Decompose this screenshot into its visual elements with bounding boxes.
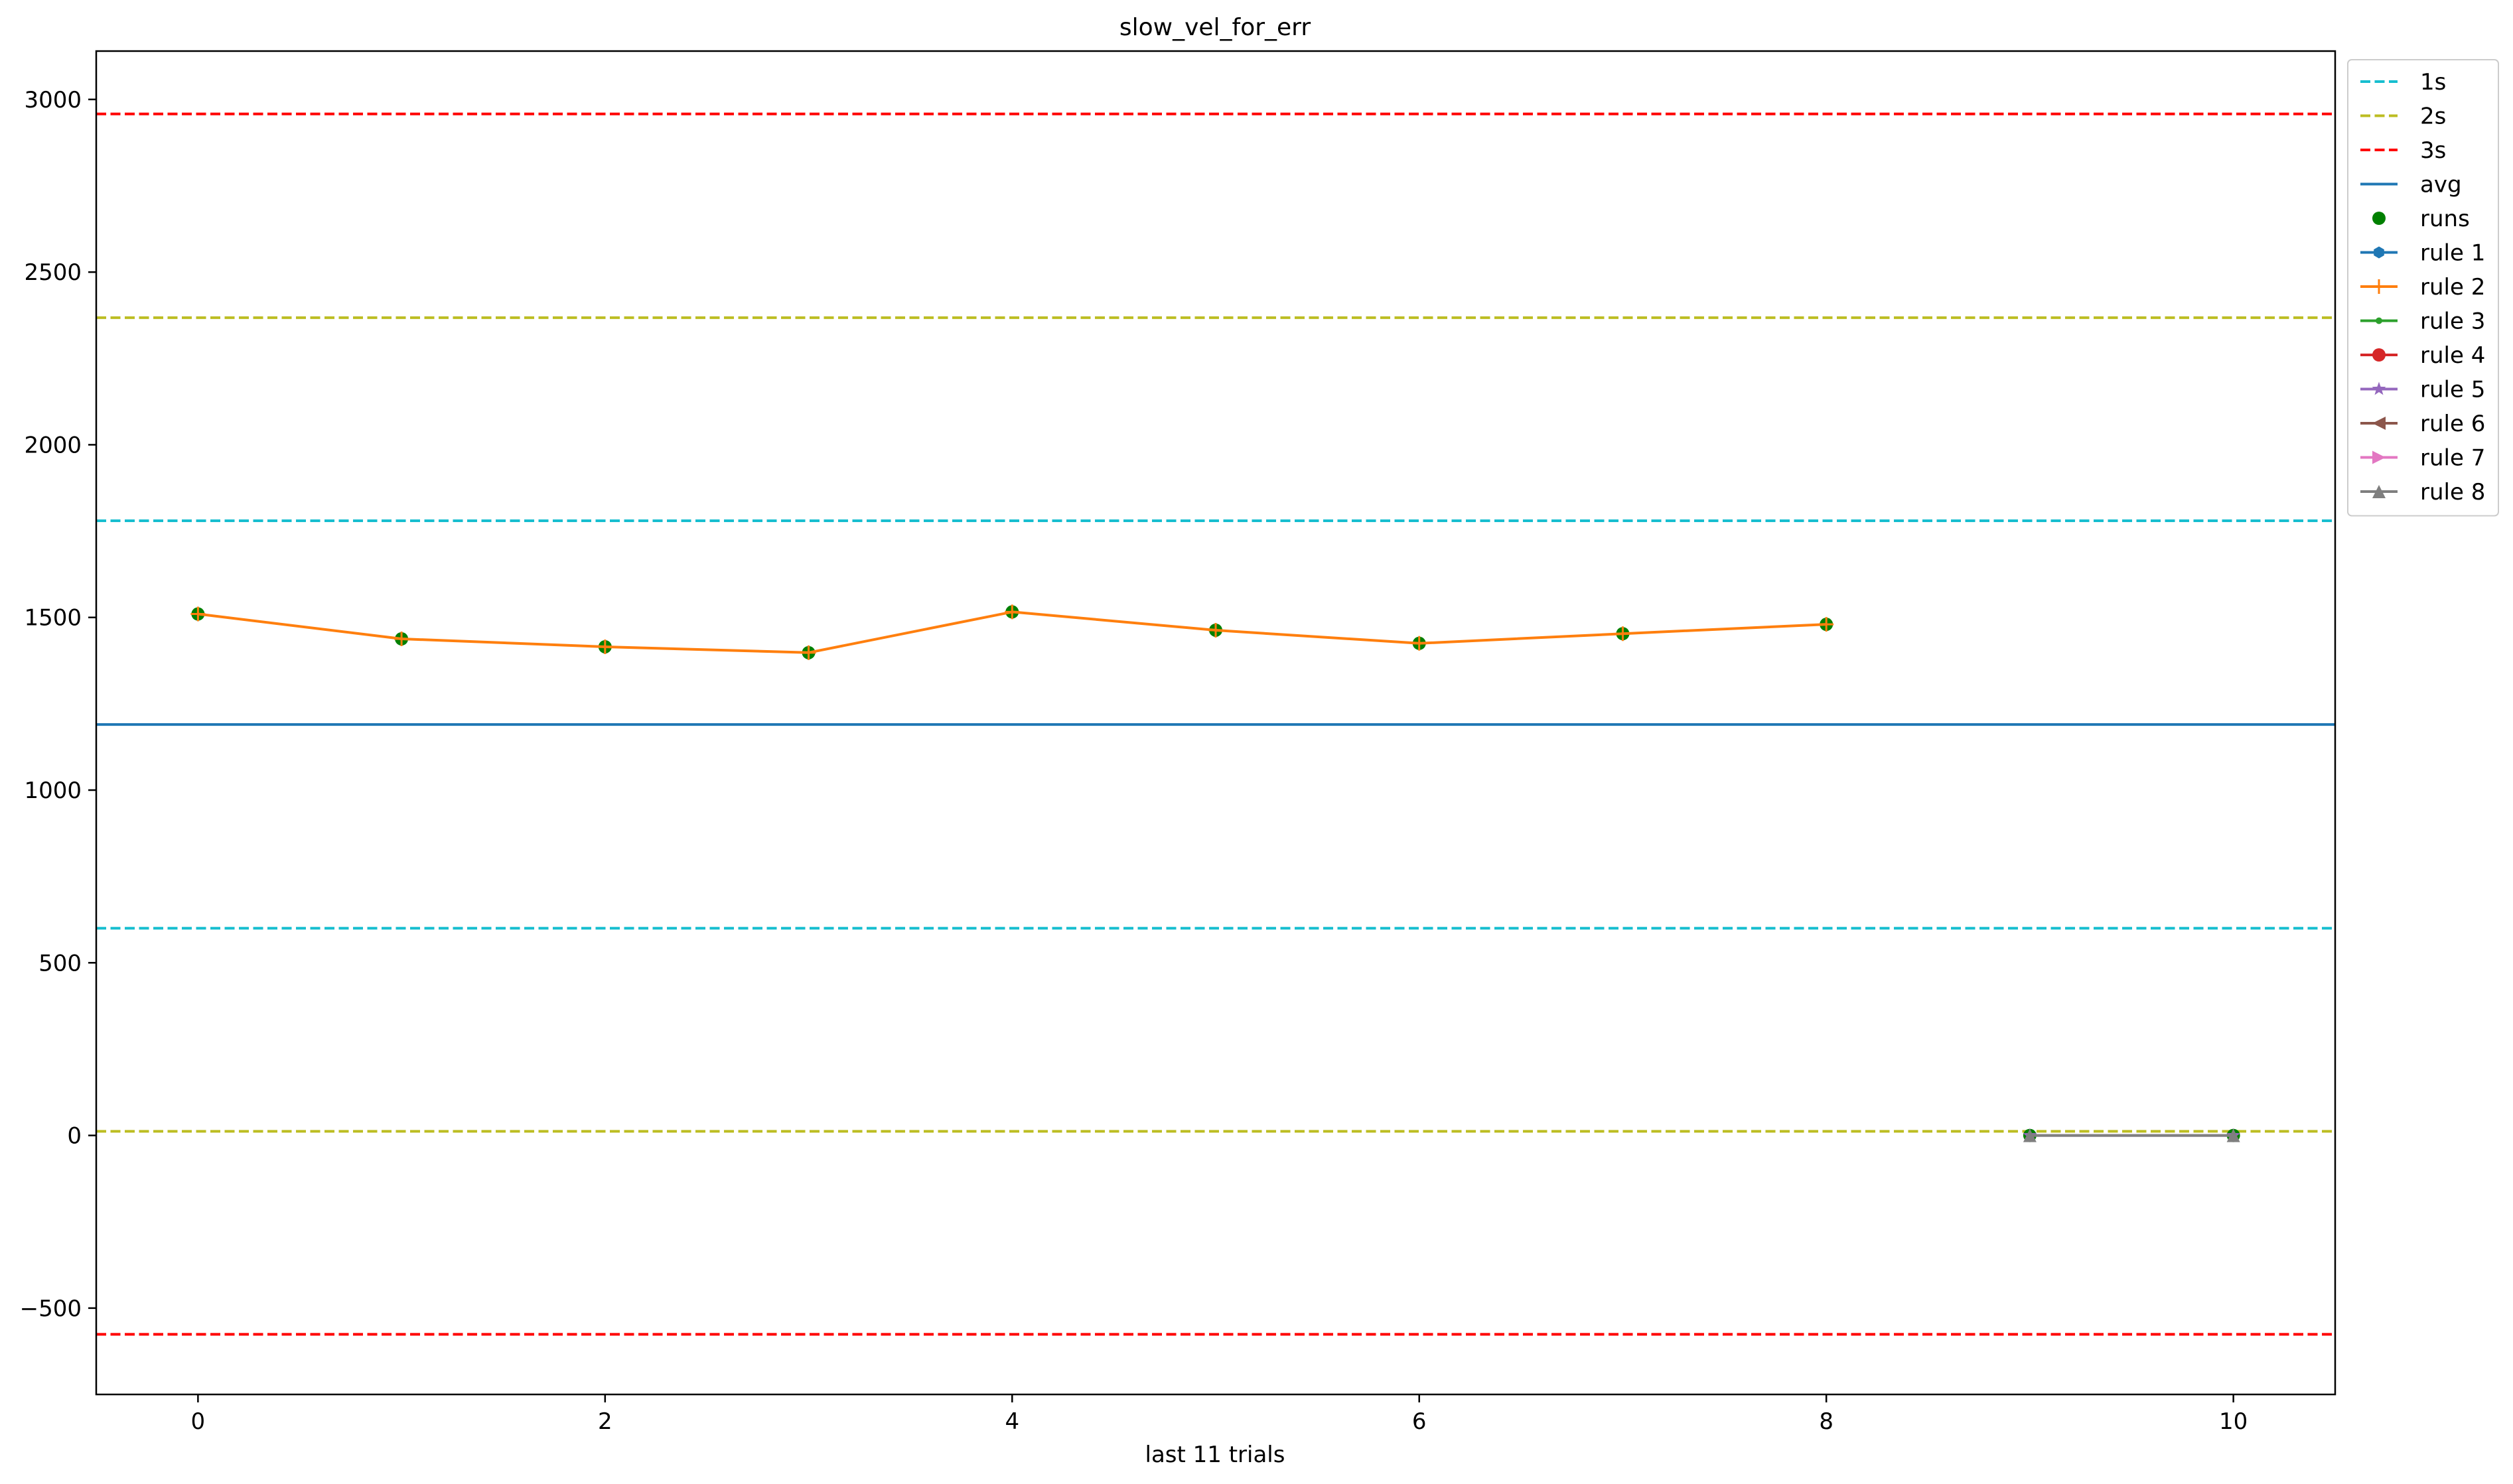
axis-ticks: 0 2 4 6 8 10 −500 0 500 1000 1500 2000 2500 3000 — [20, 87, 2248, 1435]
y-tick-label: 2000 — [24, 432, 82, 458]
plot-frame — [95, 50, 2336, 1396]
legend-label-rule-8: rule 8 — [2420, 479, 2485, 506]
legend-label-rule-3: rule 3 — [2420, 308, 2485, 335]
series-point-rule-2 — [801, 645, 816, 660]
y-tick-label: 3000 — [24, 87, 82, 113]
legend-label-rule-1: rule 1 — [2420, 240, 2485, 267]
series-point-rule-2 — [597, 639, 612, 654]
legend-swatch-marker-rule-5 — [2372, 381, 2386, 395]
x-tick-label: 0 — [191, 1408, 206, 1435]
series-point-rule-2 — [1615, 626, 1630, 641]
series-point-rule-2 — [1208, 622, 1223, 638]
y-tick-label: −500 — [20, 1296, 82, 1322]
legend-label-rule-2: rule 2 — [2420, 274, 2485, 301]
plot-area — [96, 112, 2335, 1336]
legend-swatch-marker-rule-2 — [2372, 279, 2386, 294]
series-point-rule-2 — [1005, 604, 1020, 620]
x-tick-label: 6 — [1412, 1408, 1427, 1435]
x-tick-label: 4 — [1005, 1408, 1019, 1435]
legend: 1s 2s 3s avg runs rule 1 rule 2 rule 3 rule 4 rul… — [2347, 59, 2499, 517]
legend-box — [2347, 59, 2499, 517]
legend-label-rule-6: rule 6 — [2420, 411, 2485, 437]
legend-swatch-marker-rule-7 — [2372, 450, 2386, 464]
legend-label-avg: avg — [2420, 172, 2462, 198]
legend-label-2s: 2s — [2420, 103, 2446, 130]
x-tick-label: 2 — [598, 1408, 612, 1435]
x-tick-label: 8 — [1819, 1408, 1833, 1435]
legend-swatch-marker-rule-4 — [2372, 348, 2386, 362]
y-tick-label: 1000 — [24, 777, 82, 804]
legend-swatch-marker-rule-1 — [2374, 246, 2384, 259]
legend-label-rule-4: rule 4 — [2420, 342, 2485, 369]
legend-label-runs: runs — [2420, 206, 2470, 232]
legend-label-3s: 3s — [2420, 137, 2446, 164]
series-point-rule-8 — [2226, 1128, 2240, 1142]
series-point-rule-2 — [190, 606, 206, 622]
legend-label-rule-5: rule 5 — [2420, 377, 2485, 403]
y-tick-label: 0 — [67, 1123, 82, 1150]
series-point-rule-2 — [1819, 617, 1834, 632]
y-tick-label: 1500 — [24, 605, 82, 632]
x-tick-label: 10 — [2219, 1408, 2248, 1435]
series-point-rule-8 — [2023, 1128, 2037, 1142]
x-axis-label: last 11 trials — [1145, 1442, 1285, 1468]
y-tick-label: 500 — [38, 950, 82, 977]
chart-title: slow_vel_for_err — [1119, 14, 1311, 41]
legend-swatch-marker-rule-3 — [2376, 317, 2382, 324]
legend-swatch-marker-rule-6 — [2372, 417, 2386, 430]
series-point-rule-2 — [394, 632, 409, 647]
legend-label-rule-7: rule 7 — [2420, 445, 2485, 472]
legend-label-1s: 1s — [2420, 69, 2446, 96]
legend-swatch-marker-rule-8 — [2372, 485, 2386, 498]
y-tick-label: 2500 — [24, 259, 82, 286]
series-point-rule-2 — [1411, 636, 1427, 651]
legend-swatch-runs — [2372, 212, 2386, 225]
